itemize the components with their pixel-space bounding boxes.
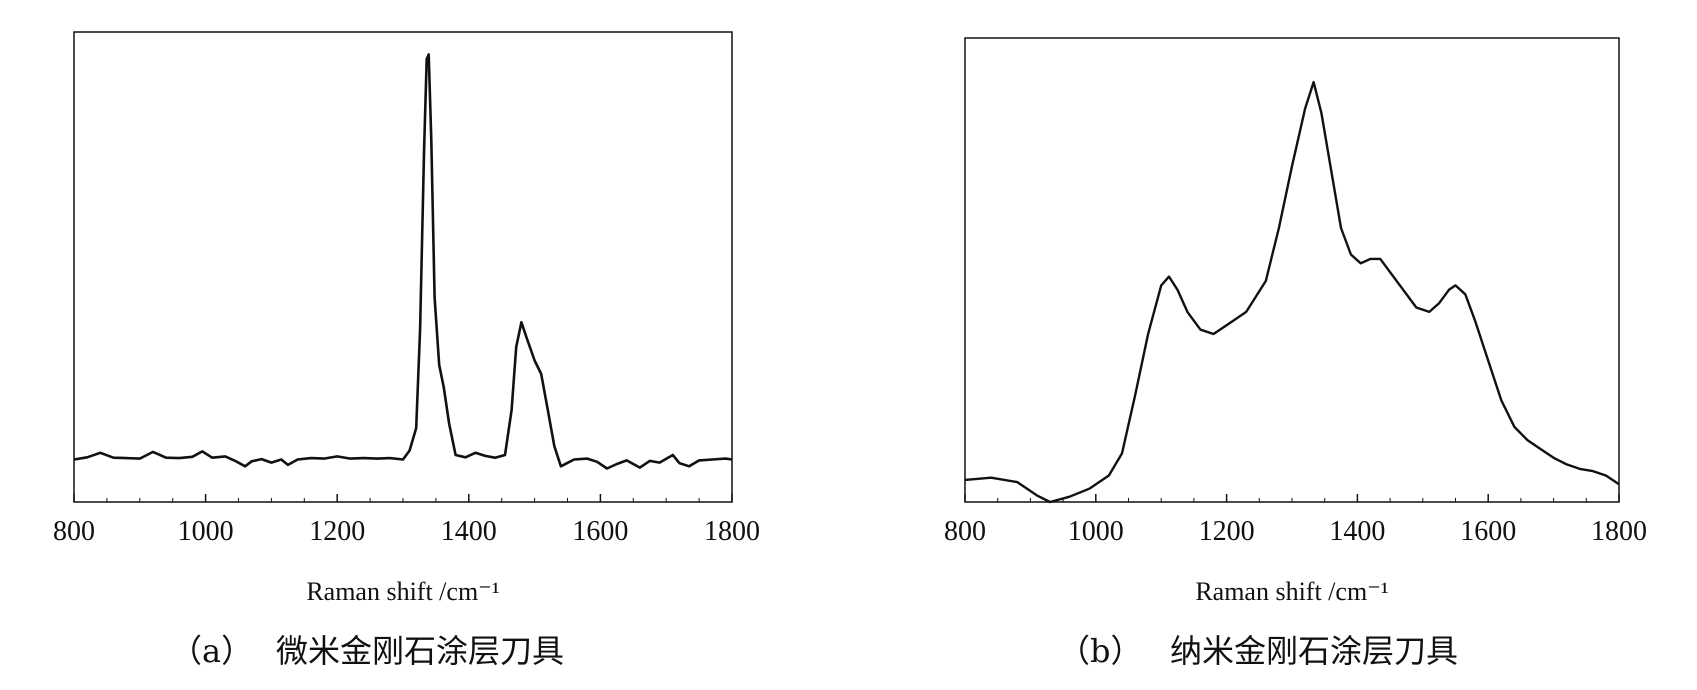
x-tick-label: 1600 (572, 516, 628, 547)
x-tick-label: 1800 (704, 516, 760, 547)
x-tick-label: 1200 (309, 516, 365, 547)
x-tick-label: 1600 (1460, 516, 1516, 547)
spectrum-line (964, 80, 1620, 504)
x-tick-label: 1000 (1068, 516, 1124, 547)
panel-a: 800 1000 1200 1400 1600 1800 Raman shift /cm⁻… (53, 31, 760, 670)
x-tick-labels: 800 1000 1200 1400 1600 1800 (944, 516, 1647, 547)
panel-label: （b） (1058, 632, 1143, 670)
spectrum-line (73, 53, 733, 470)
x-tick-label: 1400 (1329, 516, 1385, 547)
x-tick-label: 1400 (441, 516, 497, 547)
x-tick-label: 1000 (178, 516, 234, 547)
x-tick-label: 800 (944, 516, 986, 547)
panel-caption: 纳米金刚石涂层刀具 (1170, 632, 1458, 670)
x-axis-label: Raman shift /cm⁻¹ (1195, 577, 1388, 606)
x-tick-label: 1200 (1199, 516, 1255, 547)
x-tick-labels: 800 1000 1200 1400 1600 1800 (53, 516, 760, 547)
x-ticks (964, 494, 1620, 502)
panel-label: （a） (170, 632, 253, 670)
plot-area-frame (73, 31, 733, 503)
panel-caption: 微米金刚石涂层刀具 (276, 632, 564, 670)
x-tick-label: 800 (53, 516, 95, 547)
x-axis-label: Raman shift /cm⁻¹ (306, 577, 499, 606)
x-ticks (73, 494, 733, 502)
panel-b: 800 1000 1200 1400 1600 1800 Raman shift /cm⁻… (944, 37, 1647, 670)
x-tick-label: 1800 (1591, 516, 1647, 547)
